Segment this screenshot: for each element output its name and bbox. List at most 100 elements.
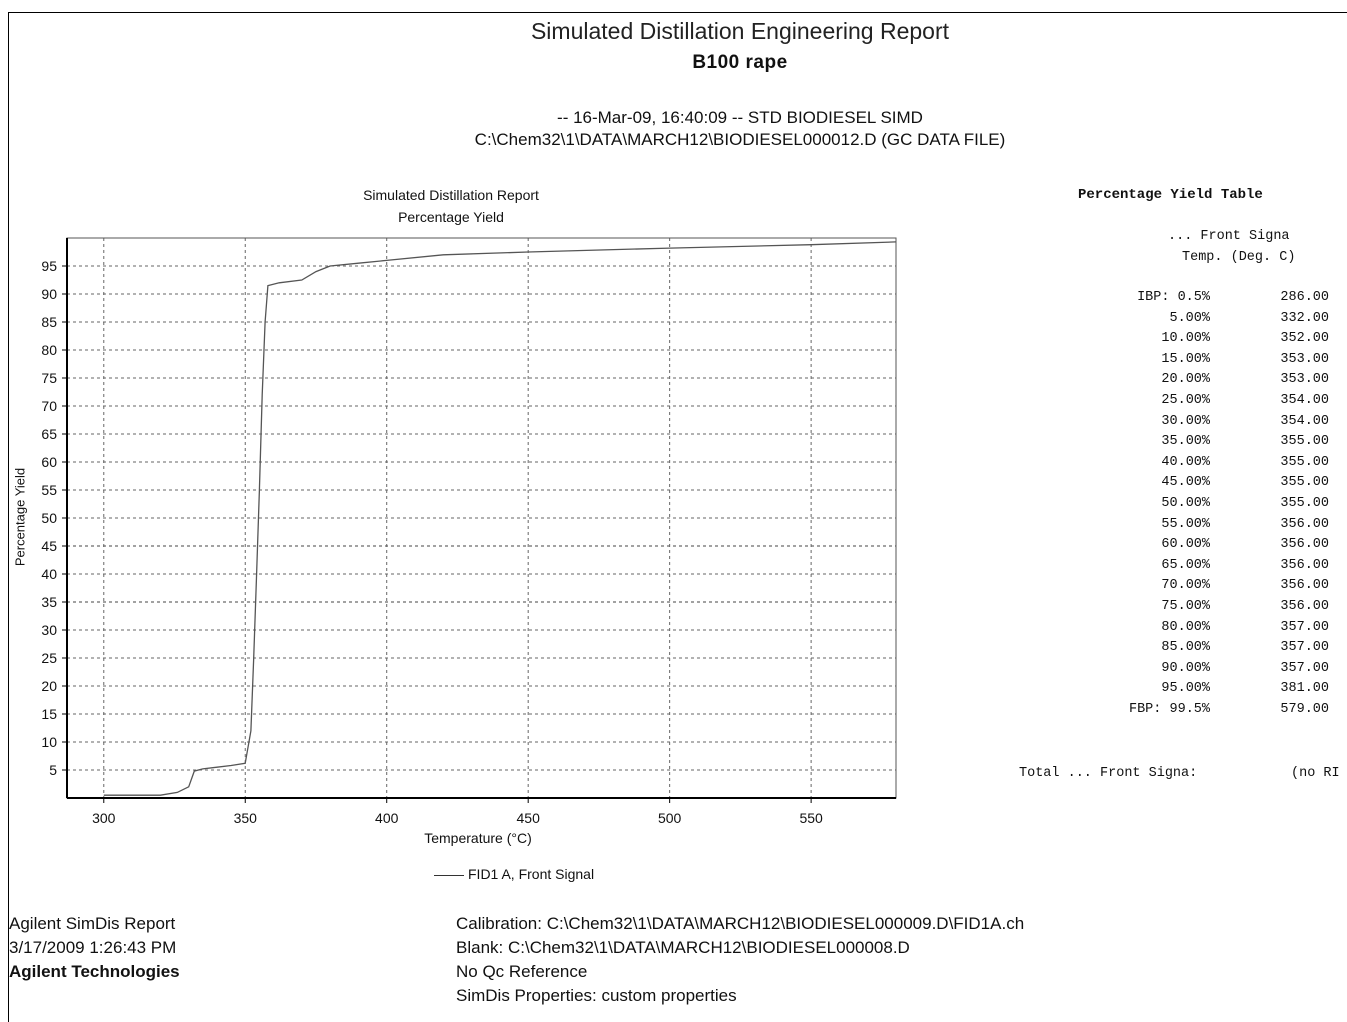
footer-blank: Blank: C:\Chem32\1\DATA\MARCH12\BIODIESE… [456, 938, 910, 957]
yield-table-row: 85.00% 357.00 [1040, 640, 1347, 661]
yield-temperature: 355.00 [1280, 434, 1329, 450]
yield-temperature: 353.00 [1280, 372, 1329, 388]
chart-subtitle: Percentage Yield [398, 209, 504, 225]
y-tick-label: 40 [41, 566, 57, 582]
y-tick-label: 70 [41, 398, 57, 414]
yield-temperature: 356.00 [1280, 537, 1329, 553]
y-tick-label: 15 [41, 706, 57, 722]
y-tick-label: 10 [41, 734, 57, 750]
yield-percent: 60.00% [1161, 537, 1210, 553]
y-tick-label: 95 [41, 258, 57, 274]
yield-temperature: 286.00 [1280, 290, 1329, 305]
yield-temperature: 332.00 [1280, 310, 1329, 326]
chart-legend: FID1 A, Front Signal [434, 866, 594, 882]
y-tick-label: 55 [41, 482, 57, 498]
chart-frame [66, 237, 897, 799]
yield-percent: 80.00% [1161, 619, 1210, 635]
y-tick-label: 80 [41, 342, 57, 358]
yield-percent: 15.00% [1161, 351, 1210, 367]
x-tick-label: 450 [517, 810, 541, 825]
chart-series [103, 241, 897, 796]
y-tick-label: 85 [41, 314, 57, 330]
x-tick-label: 500 [658, 810, 682, 825]
y-axis-label: Percentage Yield [12, 467, 28, 567]
yield-temperature: 354.00 [1280, 392, 1329, 408]
yield-table-row: 90.00% 357.00 [1040, 661, 1347, 682]
y-tick-label: 5 [49, 762, 57, 778]
yield-temperature: 356.00 [1280, 578, 1329, 594]
yield-temperature: 357.00 [1280, 660, 1329, 676]
y-tick-label: 25 [41, 650, 57, 666]
yield-percent: IBP: 0.5% [1137, 290, 1210, 305]
yield-temperature: 357.00 [1280, 640, 1329, 656]
y-tick-label: 65 [41, 426, 57, 442]
yield-table-total-label: Total ... Front Signa: [1019, 766, 1198, 781]
footer-report-date: 3/17/2009 1:26:43 PM [9, 938, 177, 957]
sample-name: B100 rape [692, 52, 788, 73]
yield-table-row: 10.00% 352.00 [1040, 331, 1347, 352]
yield-table-row: 45.00% 355.00 [1040, 475, 1347, 496]
yield-table-signal-header: ... Front Signa [1168, 229, 1290, 244]
y-tick-label: 75 [41, 370, 57, 386]
yield-temperature: 579.00 [1280, 701, 1329, 717]
yield-table-row: 20.00% 353.00 [1040, 372, 1347, 393]
yield-table-rows: IBP: 0.5% 286.00 5.00% 332.00 10.00% 352.00 15… [1040, 290, 1347, 722]
yield-table-row: 35.00% 355.00 [1040, 434, 1347, 455]
yield-table-temp-header: Temp. (Deg. C) [1182, 250, 1296, 265]
yield-percent: 5.00% [1169, 310, 1210, 326]
yield-percent: 45.00% [1161, 475, 1210, 491]
yield-table-row: 40.00% 355.00 [1040, 455, 1347, 476]
yield-table-row: 80.00% 357.00 [1040, 620, 1347, 641]
y-tick-label: 60 [41, 454, 57, 470]
footer-properties: SimDis Properties: custom properties [456, 986, 737, 1005]
yield-temperature: 355.00 [1280, 454, 1329, 470]
yield-percent: 70.00% [1161, 578, 1210, 594]
chart-ticks: 5 10 15 20 25 30 35 40 45 50 55 60 65 70 75 80 85 90 95 300… [41, 258, 823, 825]
yield-temperature: 381.00 [1280, 681, 1329, 697]
y-tick-label: 45 [41, 538, 57, 554]
report-title: Simulated Distillation Engineering Repor… [530, 18, 950, 44]
run-info: -- 16-Mar-09, 16:40:09 -- STD BIODIESEL … [557, 108, 923, 127]
x-tick-label: 350 [234, 810, 258, 825]
yield-percent: 40.00% [1161, 454, 1210, 470]
yield-table-row: 30.00% 354.00 [1040, 414, 1347, 435]
yield-chart: 5 10 15 20 25 30 35 40 45 50 55 60 65 70 75 80 85 90 95 300… [41, 237, 897, 825]
yield-table-row: 75.00% 356.00 [1040, 599, 1347, 620]
x-tick-label: 300 [92, 810, 116, 825]
footer-calibration: Calibration: C:\Chem32\1\DATA\MARCH12\BI… [456, 914, 1025, 933]
yield-table-row: FBP: 99.5% 579.00 [1040, 702, 1347, 723]
yield-table-row: IBP: 0.5% 286.00 [1040, 290, 1347, 311]
yield-percent: 35.00% [1161, 434, 1210, 450]
yield-percent: 90.00% [1161, 660, 1210, 676]
series-line-fid1a [103, 241, 897, 796]
yield-percent: 20.00% [1161, 372, 1210, 388]
y-tick-label: 35 [41, 594, 57, 610]
chart-grid [67, 238, 896, 798]
y-tick-label: 20 [41, 678, 57, 694]
yield-percent: 75.00% [1161, 598, 1210, 614]
x-tick-label: 550 [799, 810, 823, 825]
yield-percent: 10.00% [1161, 331, 1210, 347]
yield-temperature: 356.00 [1280, 557, 1329, 573]
yield-table-row: 5.00% 332.00 [1040, 311, 1347, 332]
yield-table-row: 65.00% 356.00 [1040, 558, 1347, 579]
yield-temperature: 355.00 [1280, 475, 1329, 491]
x-tick-label: 400 [375, 810, 399, 825]
yield-percent: 30.00% [1161, 413, 1210, 429]
yield-percent: 95.00% [1161, 681, 1210, 697]
y-tick-label: 90 [41, 286, 57, 302]
yield-table-row: 50.00% 355.00 [1040, 496, 1347, 517]
yield-percent: 55.00% [1161, 516, 1210, 532]
yield-table-total-value: (no RI [1291, 766, 1340, 781]
yield-temperature: 357.00 [1280, 619, 1329, 635]
x-axis-label: Temperature (°C) [424, 830, 532, 846]
yield-percent: 50.00% [1161, 495, 1210, 511]
chart-title: Simulated Distillation Report [363, 187, 539, 203]
yield-percent: 85.00% [1161, 640, 1210, 656]
yield-temperature: 356.00 [1280, 516, 1329, 532]
yield-percent: FBP: 99.5% [1128, 701, 1210, 717]
y-tick-label: 50 [41, 510, 57, 526]
data-file-path: C:\Chem32\1\DATA\MARCH12\BIODIESEL000012… [474, 130, 1006, 149]
legend-swatch [434, 874, 464, 876]
y-tick-label: 30 [41, 622, 57, 638]
